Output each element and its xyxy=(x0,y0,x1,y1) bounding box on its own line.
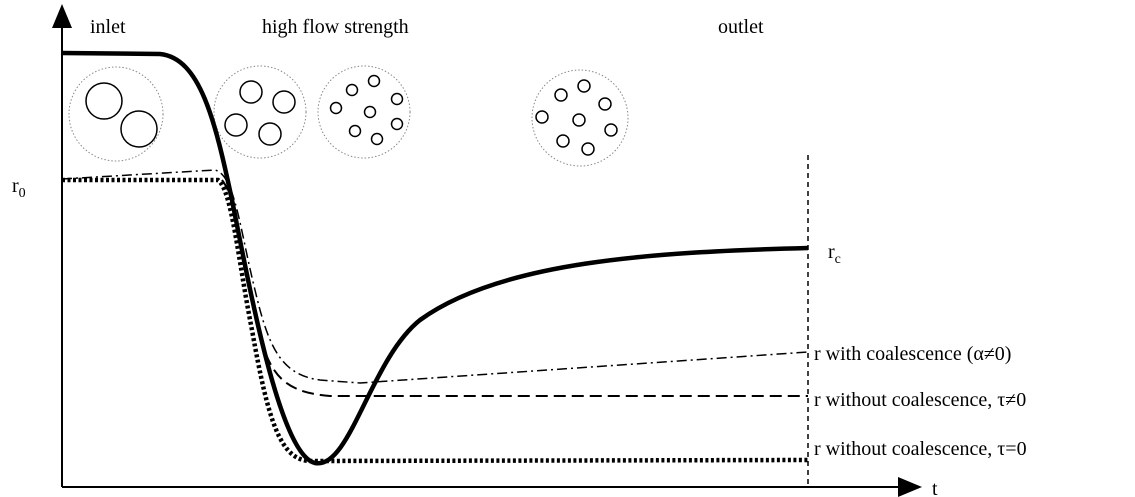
dashdot-curve xyxy=(61,169,809,384)
region-label: inlet xyxy=(90,16,126,38)
rc-label: rc xyxy=(828,241,841,267)
curve-label: r without coalescence, τ≠0 xyxy=(814,389,1026,411)
region-label: outlet xyxy=(718,16,764,38)
r0-base: r xyxy=(12,175,19,197)
dashed-curve xyxy=(221,179,808,397)
rc-sub: c xyxy=(835,252,841,267)
r0-label: r0 xyxy=(12,175,26,201)
rc-base: r xyxy=(828,241,835,263)
r0-sub: 0 xyxy=(19,186,26,201)
curve-label: r with coalescence (α≠0) xyxy=(814,343,1011,365)
region-label: high flow strength xyxy=(262,16,409,38)
dotted-curve xyxy=(62,177,809,464)
bubbles xyxy=(68,65,629,167)
solid-curve xyxy=(61,50,809,466)
curve-label: r without coalescence, τ=0 xyxy=(814,438,1027,460)
x-axis-label: t xyxy=(932,478,938,497)
